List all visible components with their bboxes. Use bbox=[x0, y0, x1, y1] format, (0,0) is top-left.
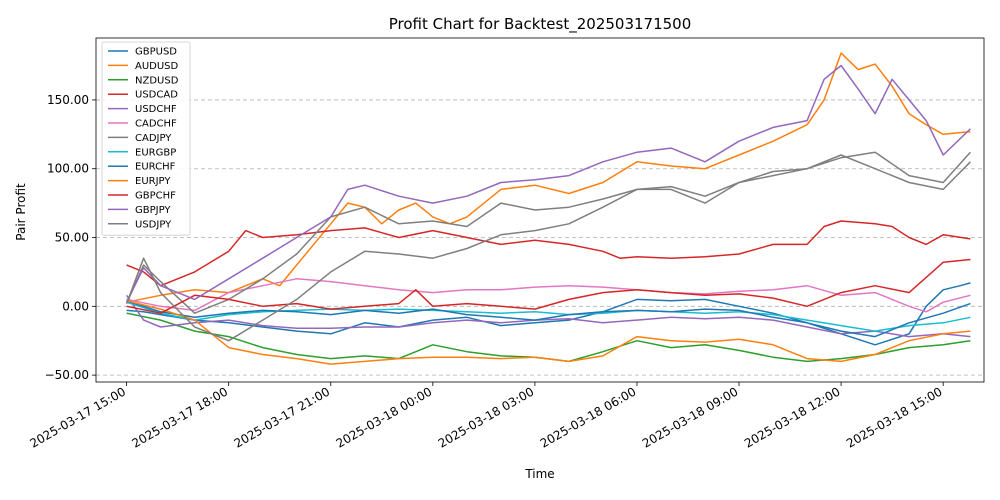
series-line-eurgbp bbox=[126, 301, 971, 332]
y-axis-ticks: −50.00 0.00 50.00 100.00 150.00 bbox=[45, 93, 96, 382]
legend-label: EURCHF bbox=[135, 162, 176, 173]
series-line-cadchf bbox=[126, 278, 971, 313]
series-line-cadjpy bbox=[125, 154, 971, 314]
legend-label: NZDUSD bbox=[135, 75, 179, 86]
legend-label: GBPJPY bbox=[135, 205, 171, 216]
series-line-usdjpy bbox=[125, 151, 971, 342]
y-axis-label: Pair Profit bbox=[14, 183, 28, 241]
grid bbox=[96, 99, 984, 376]
y-tick-label: 50.00 bbox=[55, 231, 89, 245]
y-tick-label: −50.00 bbox=[45, 368, 89, 382]
legend-label: USDCAD bbox=[135, 90, 178, 101]
legend-label: CADCHF bbox=[135, 119, 177, 130]
legend-label: AUDUSD bbox=[135, 61, 179, 72]
legend-box bbox=[101, 41, 191, 236]
legend: GBPUSD AUDUSD NZDUSD USDCAD USDCHF CADCHF CADJ… bbox=[101, 41, 191, 236]
series-line-gbpjpy bbox=[125, 64, 971, 303]
series-line-usdcad bbox=[126, 220, 971, 287]
legend-label: EURJPY bbox=[135, 176, 171, 187]
series-line-audusd bbox=[126, 52, 971, 303]
legend-label: GBPUSD bbox=[135, 47, 177, 58]
y-tick-label: 100.00 bbox=[47, 162, 89, 176]
chart-title: Profit Chart for Backtest_202503171500 bbox=[389, 15, 692, 34]
plot-frame bbox=[95, 37, 985, 383]
series-line-eurjpy bbox=[126, 300, 971, 365]
series-lines bbox=[125, 52, 971, 365]
y-tick-label: 150.00 bbox=[47, 93, 89, 107]
series-line-eurchf bbox=[126, 300, 971, 338]
x-axis-label: Time bbox=[524, 467, 554, 481]
legend-label: USDCHF bbox=[135, 104, 177, 115]
legend-label: GBPCHF bbox=[135, 191, 176, 202]
series-line-gbpusd bbox=[126, 282, 971, 346]
series-line-gbpchf bbox=[126, 258, 971, 314]
legend-label: CADJPY bbox=[135, 133, 172, 144]
legend-label: USDJPY bbox=[135, 219, 172, 230]
legend-label: EURGBP bbox=[135, 147, 176, 158]
y-tick-label: 0.00 bbox=[62, 299, 89, 313]
